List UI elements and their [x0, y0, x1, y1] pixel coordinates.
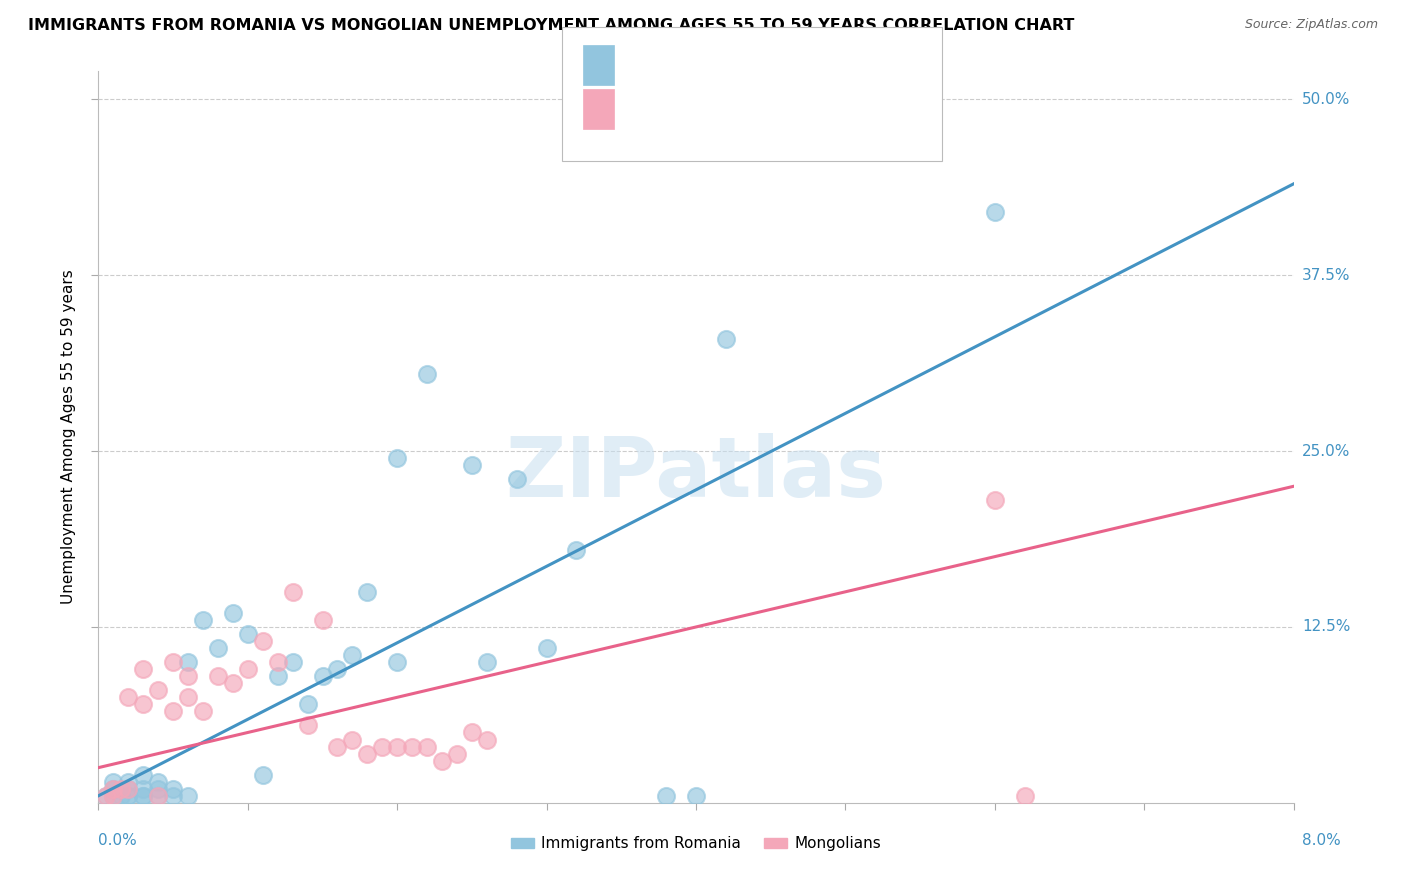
Point — [162, 705, 184, 719]
Point — [1014, 789, 1036, 803]
Point — [117, 774, 139, 789]
Point — [117, 781, 139, 796]
Point — [416, 739, 439, 754]
Y-axis label: Unemployment Among Ages 55 to 59 years: Unemployment Among Ages 55 to 59 years — [60, 269, 76, 605]
Text: 0.0%: 0.0% — [98, 833, 138, 848]
Point — [371, 739, 394, 754]
Legend: Immigrants from Romania, Mongolians: Immigrants from Romania, Mongolians — [505, 830, 887, 857]
Point — [342, 648, 364, 662]
Point — [162, 789, 184, 803]
Point — [207, 641, 229, 656]
Point — [714, 332, 737, 346]
Point — [222, 606, 245, 620]
Text: N =: N = — [724, 100, 761, 118]
Point — [326, 739, 349, 754]
Point — [117, 789, 139, 803]
Point — [655, 789, 678, 803]
Text: 44: 44 — [763, 55, 787, 73]
Text: R =: R = — [626, 100, 662, 118]
Point — [110, 781, 132, 796]
Point — [984, 205, 1007, 219]
Point — [984, 493, 1007, 508]
Point — [103, 789, 125, 803]
Point — [117, 789, 139, 803]
Point — [132, 781, 155, 796]
Point — [281, 655, 304, 669]
Point — [356, 747, 378, 761]
Point — [356, 584, 378, 599]
Point — [252, 634, 274, 648]
Point — [191, 705, 214, 719]
Point — [148, 774, 170, 789]
Text: 25.0%: 25.0% — [1302, 443, 1350, 458]
Point — [267, 669, 290, 683]
Point — [177, 789, 200, 803]
Point — [103, 781, 125, 796]
Point — [475, 732, 498, 747]
Point — [110, 789, 132, 803]
Point — [267, 655, 290, 669]
Point — [446, 747, 468, 761]
Point — [385, 451, 409, 466]
Text: 50.0%: 50.0% — [1302, 92, 1350, 107]
Point — [311, 669, 333, 683]
Point — [236, 627, 259, 641]
Point — [177, 690, 200, 705]
Point — [461, 458, 484, 473]
Text: ZIPatlas: ZIPatlas — [506, 434, 886, 514]
Point — [297, 718, 319, 732]
Point — [103, 789, 125, 803]
Text: R =: R = — [626, 55, 662, 73]
Point — [162, 655, 184, 669]
Point — [430, 754, 453, 768]
Point — [148, 683, 170, 698]
Point — [103, 774, 125, 789]
Point — [236, 662, 259, 676]
Point — [385, 739, 409, 754]
Point — [416, 367, 439, 381]
Point — [148, 789, 170, 803]
Point — [117, 690, 139, 705]
Point — [94, 789, 117, 803]
Text: N =: N = — [724, 55, 761, 73]
Point — [191, 613, 214, 627]
Point — [342, 732, 364, 747]
Point — [461, 725, 484, 739]
Point — [177, 655, 200, 669]
Point — [565, 542, 588, 557]
Point — [311, 613, 333, 627]
Point — [132, 789, 155, 803]
Point — [536, 641, 558, 656]
Point — [94, 789, 117, 803]
Text: 0.663: 0.663 — [665, 55, 717, 73]
Point — [506, 472, 529, 486]
Point — [252, 767, 274, 781]
Text: 8.0%: 8.0% — [1302, 833, 1340, 848]
Text: 12.5%: 12.5% — [1302, 619, 1350, 634]
Point — [162, 781, 184, 796]
Point — [132, 789, 155, 803]
Point — [326, 662, 349, 676]
Point — [281, 584, 304, 599]
Text: IMMIGRANTS FROM ROMANIA VS MONGOLIAN UNEMPLOYMENT AMONG AGES 55 TO 59 YEARS CORR: IMMIGRANTS FROM ROMANIA VS MONGOLIAN UNE… — [28, 18, 1074, 33]
Text: Source: ZipAtlas.com: Source: ZipAtlas.com — [1244, 18, 1378, 31]
Point — [177, 669, 200, 683]
Point — [132, 767, 155, 781]
Point — [475, 655, 498, 669]
Text: 36: 36 — [763, 100, 786, 118]
Point — [148, 789, 170, 803]
Point — [222, 676, 245, 690]
Point — [297, 698, 319, 712]
Point — [117, 781, 139, 796]
Point — [132, 698, 155, 712]
Point — [685, 789, 707, 803]
Point — [385, 655, 409, 669]
Text: 37.5%: 37.5% — [1302, 268, 1350, 283]
Text: 0.618: 0.618 — [665, 100, 717, 118]
Point — [103, 781, 125, 796]
Point — [207, 669, 229, 683]
Point — [401, 739, 423, 754]
Point — [132, 662, 155, 676]
Point — [148, 781, 170, 796]
